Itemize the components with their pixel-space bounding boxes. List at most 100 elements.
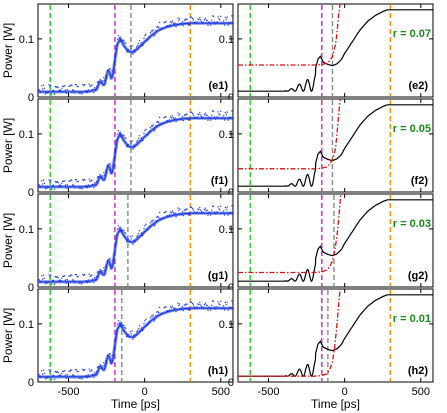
- data-point: [154, 34, 156, 36]
- data-point: [180, 23, 183, 26]
- data-point: [51, 93, 53, 95]
- data-point: [136, 329, 139, 332]
- data-point: [47, 281, 49, 284]
- data-point: [198, 18, 200, 21]
- data-point: [227, 214, 229, 216]
- plot-area-frame: [237, 3, 434, 98]
- data-point: [111, 164, 113, 167]
- data-point: [102, 270, 104, 272]
- y-axis-label: Power [W]: [1, 308, 15, 363]
- data-point: [215, 212, 217, 215]
- data-point: [225, 303, 227, 306]
- data-point: [178, 304, 180, 307]
- data-point: [206, 19, 208, 22]
- data-point: [124, 231, 126, 234]
- data-point: [157, 25, 159, 28]
- y-tick-label: 0: [28, 282, 34, 294]
- data-point: [133, 239, 135, 241]
- data-point: [212, 205, 215, 207]
- data-point: [104, 360, 107, 362]
- data-point: [56, 275, 58, 278]
- data-point: [153, 320, 155, 322]
- data-point: [186, 18, 188, 21]
- data-point: [165, 306, 167, 308]
- data-point: [94, 182, 96, 184]
- data-point: [79, 281, 81, 283]
- data-point: [105, 172, 108, 174]
- data-point: [189, 23, 191, 26]
- data-point: [83, 274, 85, 277]
- data-point: [138, 135, 141, 137]
- data-point: [59, 89, 61, 91]
- data-point: [39, 185, 41, 187]
- data-point: [136, 44, 139, 47]
- data-point: [52, 184, 55, 186]
- data-point: [86, 376, 89, 379]
- y-tick-label: 0: [228, 377, 234, 389]
- data-point: [227, 309, 229, 311]
- y-tick-label: 0: [228, 282, 234, 294]
- data-point: [87, 279, 90, 281]
- data-point: [115, 234, 118, 237]
- data-point: [123, 229, 125, 231]
- data-point: [182, 214, 184, 217]
- data-point: [41, 180, 43, 182]
- data-point: [175, 216, 177, 218]
- data-point: [142, 139, 144, 141]
- data-point: [77, 275, 79, 278]
- data-point: [230, 21, 232, 24]
- data-point: [107, 355, 110, 357]
- data-point: [61, 277, 63, 279]
- y-tick-label: 0.1: [219, 319, 234, 331]
- data-point: [64, 184, 67, 186]
- data-point: [90, 370, 92, 372]
- data-point: [123, 134, 125, 136]
- data-point: [55, 181, 57, 183]
- data-point: [196, 211, 198, 213]
- data-point: [141, 45, 143, 47]
- data-point: [92, 88, 94, 91]
- data-point: [224, 206, 227, 209]
- data-point: [117, 225, 120, 227]
- data-point: [145, 33, 147, 35]
- data-point: [177, 207, 179, 209]
- data-point: [107, 70, 110, 72]
- data-point: [218, 208, 220, 210]
- data-point: [125, 137, 127, 140]
- data-point: [87, 374, 90, 376]
- panel-label: (g2): [408, 270, 429, 282]
- data-point: [227, 119, 229, 121]
- data-point: [169, 306, 172, 308]
- data-point: [71, 369, 73, 371]
- data-point: [81, 283, 83, 285]
- data-point: [43, 182, 46, 184]
- data-point: [47, 186, 49, 189]
- data-point: [153, 130, 155, 132]
- data-point: [174, 117, 176, 119]
- series-model-line: [238, 104, 433, 187]
- data-point: [73, 92, 76, 94]
- data-point: [199, 206, 201, 209]
- y-axis-label: Power [W]: [1, 118, 15, 173]
- data-point: [178, 19, 180, 22]
- data-point: [124, 326, 126, 329]
- data-point: [69, 180, 71, 182]
- data-point: [88, 273, 90, 275]
- data-point: [190, 206, 193, 208]
- data-point: [132, 53, 134, 55]
- data-point: [67, 281, 69, 283]
- data-point: [226, 206, 228, 208]
- data-point: [115, 336, 117, 339]
- data-point: [75, 369, 78, 371]
- data-point: [223, 119, 226, 121]
- data-point: [94, 372, 96, 374]
- data-point: [133, 49, 135, 51]
- data-point: [204, 207, 206, 209]
- y-tick-label: 0.1: [19, 129, 34, 141]
- data-point: [86, 91, 89, 94]
- data-point: [170, 307, 173, 309]
- data-point: [134, 336, 136, 338]
- data-point: [102, 365, 104, 367]
- data-point: [151, 220, 153, 222]
- data-point: [56, 85, 58, 88]
